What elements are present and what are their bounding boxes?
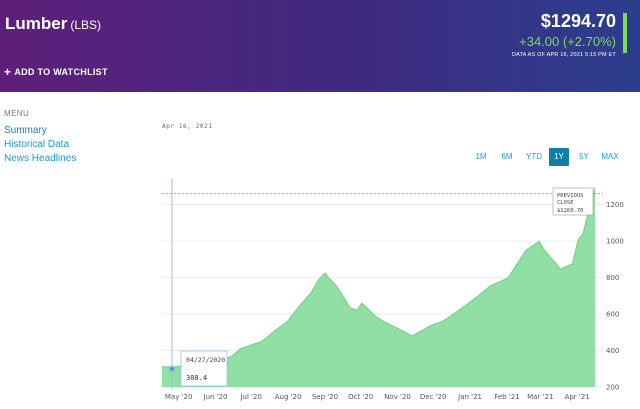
chart-date: Apr 16, 2021 (162, 123, 213, 130)
x-tick-label: Jun '20 (203, 393, 228, 401)
price-area (162, 187, 595, 387)
previous-close-label: PREVIOUS CLOSE $1260.70 (552, 187, 594, 216)
x-tick-label: May '20 (165, 393, 193, 401)
range-1m-button[interactable]: 1M (475, 152, 487, 161)
x-tick-label: Mar '21 (527, 393, 553, 401)
x-axis: May '20 Jun '20 Jul '20 Aug '20 Sep '20 Oct '… (165, 393, 590, 401)
y-tick-label: 1200 (606, 201, 624, 209)
range-ytd-button[interactable]: YTD (526, 152, 542, 161)
y-axis: 200 400 600 800 1000 1200 (606, 201, 624, 391)
add-to-watchlist-button[interactable]: + ADD TO WATCHLIST (4, 65, 108, 79)
hover-marker-center (170, 367, 174, 371)
instrument-name: Lumber (5, 14, 68, 33)
header-banner: Lumber (LBS) + ADD TO WATCHLIST $1294.70 +… (0, 0, 640, 92)
tooltip-value: 308.4 (186, 374, 207, 382)
price-accent-bar (623, 13, 627, 53)
range-5y-button[interactable]: 5Y (579, 152, 589, 161)
price-summary: $1294.70 +34.00 (+2.70%) DATA AS OF APR … (512, 11, 616, 58)
instrument-symbol: (LBS) (70, 18, 102, 32)
hover-tooltip: 04/27/2020 308.4 (180, 350, 228, 387)
x-tick-label: Aug '20 (275, 393, 302, 401)
menu-item-summary[interactable]: Summary (4, 125, 47, 136)
x-tick-label: Sep '20 (312, 393, 338, 401)
range-6m-button[interactable]: 6M (501, 152, 513, 161)
x-tick-label: Oct '20 (348, 393, 373, 401)
instrument-title: Lumber (LBS) (5, 14, 101, 34)
as-of-timestamp: DATA AS OF APR 16, 2021 5:15 PM ET (511, 52, 616, 58)
prev-close-value: $1260.70 (557, 208, 584, 214)
x-tick-label: Feb '21 (494, 393, 519, 401)
menu-item-news-headlines[interactable]: News Headlines (4, 153, 77, 164)
x-tick-label: Apr '21 (565, 393, 590, 401)
menu-item-historical-data[interactable]: Historical Data (4, 139, 70, 150)
y-tick-label: 600 (606, 311, 619, 319)
prev-close-line2: CLOSE (557, 200, 574, 206)
range-max-button[interactable]: MAX (601, 152, 619, 161)
y-tick-label: 200 (606, 384, 619, 392)
y-tick-label: 1000 (606, 238, 624, 246)
last-price: $1294.70 (540, 11, 616, 31)
plus-icon: + (4, 65, 12, 79)
range-1y-button[interactable]: 1Y (549, 148, 569, 166)
tooltip-date: 04/27/2020 (186, 356, 225, 364)
watchlist-label: ADD TO WATCHLIST (14, 67, 108, 77)
x-tick-label: Jan '21 (457, 393, 482, 401)
range-selector: 1M 6M YTD 1Y 5Y MAX (470, 148, 630, 166)
price-change: +34.00 (+2.70%) (519, 34, 616, 49)
x-tick-label: Jul '20 (239, 393, 262, 401)
y-tick-label: 400 (606, 347, 619, 355)
y-tick-label: 800 (606, 274, 619, 282)
menu-heading: MENU (4, 109, 30, 118)
side-menu: MENU Summary Historical Data News Headli… (4, 109, 144, 167)
prev-close-line1: PREVIOUS (557, 193, 584, 199)
price-line (161, 187, 596, 368)
x-tick-label: Dec '20 (420, 393, 447, 401)
x-tick-label: Nov '20 (384, 393, 411, 401)
